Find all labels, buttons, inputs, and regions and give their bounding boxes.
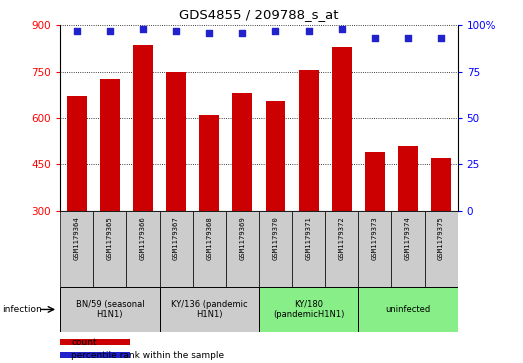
- Point: [404, 36, 412, 41]
- Bar: [166, 72, 186, 211]
- Text: count: count: [71, 338, 97, 347]
- Bar: [232, 93, 252, 211]
- Point: [304, 28, 313, 34]
- Text: percentile rank within the sample: percentile rank within the sample: [71, 351, 224, 359]
- Point: [205, 30, 213, 36]
- Text: uninfected: uninfected: [385, 305, 430, 314]
- Text: GSM1179374: GSM1179374: [405, 217, 411, 260]
- Point: [371, 36, 379, 41]
- Bar: [259, 211, 292, 287]
- Text: KY/180
(pandemicH1N1): KY/180 (pandemicH1N1): [273, 300, 344, 319]
- Text: GSM1179365: GSM1179365: [107, 217, 113, 260]
- Point: [106, 28, 114, 34]
- Bar: [100, 79, 120, 211]
- Bar: [431, 158, 451, 211]
- Bar: [325, 211, 358, 287]
- Bar: [398, 146, 418, 211]
- Point: [238, 30, 246, 36]
- Point: [337, 26, 346, 32]
- Text: GSM1179371: GSM1179371: [305, 217, 312, 260]
- Text: infection: infection: [3, 305, 42, 314]
- Title: GDS4855 / 209788_s_at: GDS4855 / 209788_s_at: [179, 8, 338, 21]
- Point: [139, 26, 147, 32]
- Bar: [133, 45, 153, 211]
- Bar: [259, 287, 358, 332]
- Text: GSM1179369: GSM1179369: [240, 217, 245, 260]
- Bar: [266, 101, 286, 211]
- Text: GSM1179370: GSM1179370: [272, 217, 278, 260]
- Text: GSM1179373: GSM1179373: [372, 217, 378, 260]
- Text: GSM1179375: GSM1179375: [438, 217, 444, 260]
- Text: GSM1179364: GSM1179364: [74, 217, 79, 260]
- Bar: [292, 211, 325, 287]
- Bar: [226, 211, 259, 287]
- Bar: [60, 287, 160, 332]
- Text: GSM1179368: GSM1179368: [206, 217, 212, 260]
- Bar: [358, 211, 391, 287]
- Text: GSM1179366: GSM1179366: [140, 217, 146, 260]
- Bar: [365, 152, 385, 211]
- Bar: [60, 211, 93, 287]
- Bar: [93, 211, 127, 287]
- Bar: [160, 211, 192, 287]
- Bar: [160, 287, 259, 332]
- Bar: [60, 339, 130, 346]
- Point: [437, 36, 445, 41]
- Text: BN/59 (seasonal
H1N1): BN/59 (seasonal H1N1): [75, 300, 144, 319]
- Bar: [425, 211, 458, 287]
- Text: GSM1179367: GSM1179367: [173, 217, 179, 260]
- Bar: [127, 211, 160, 287]
- Text: GSM1179372: GSM1179372: [339, 217, 345, 260]
- Bar: [192, 211, 226, 287]
- Point: [172, 28, 180, 34]
- Bar: [358, 287, 458, 332]
- Text: KY/136 (pandemic
H1N1): KY/136 (pandemic H1N1): [171, 300, 247, 319]
- Bar: [299, 70, 319, 211]
- Bar: [391, 211, 425, 287]
- Bar: [332, 47, 351, 211]
- Bar: [60, 352, 130, 358]
- Point: [73, 28, 81, 34]
- Point: [271, 28, 280, 34]
- Bar: [199, 115, 219, 211]
- Bar: [67, 96, 87, 211]
